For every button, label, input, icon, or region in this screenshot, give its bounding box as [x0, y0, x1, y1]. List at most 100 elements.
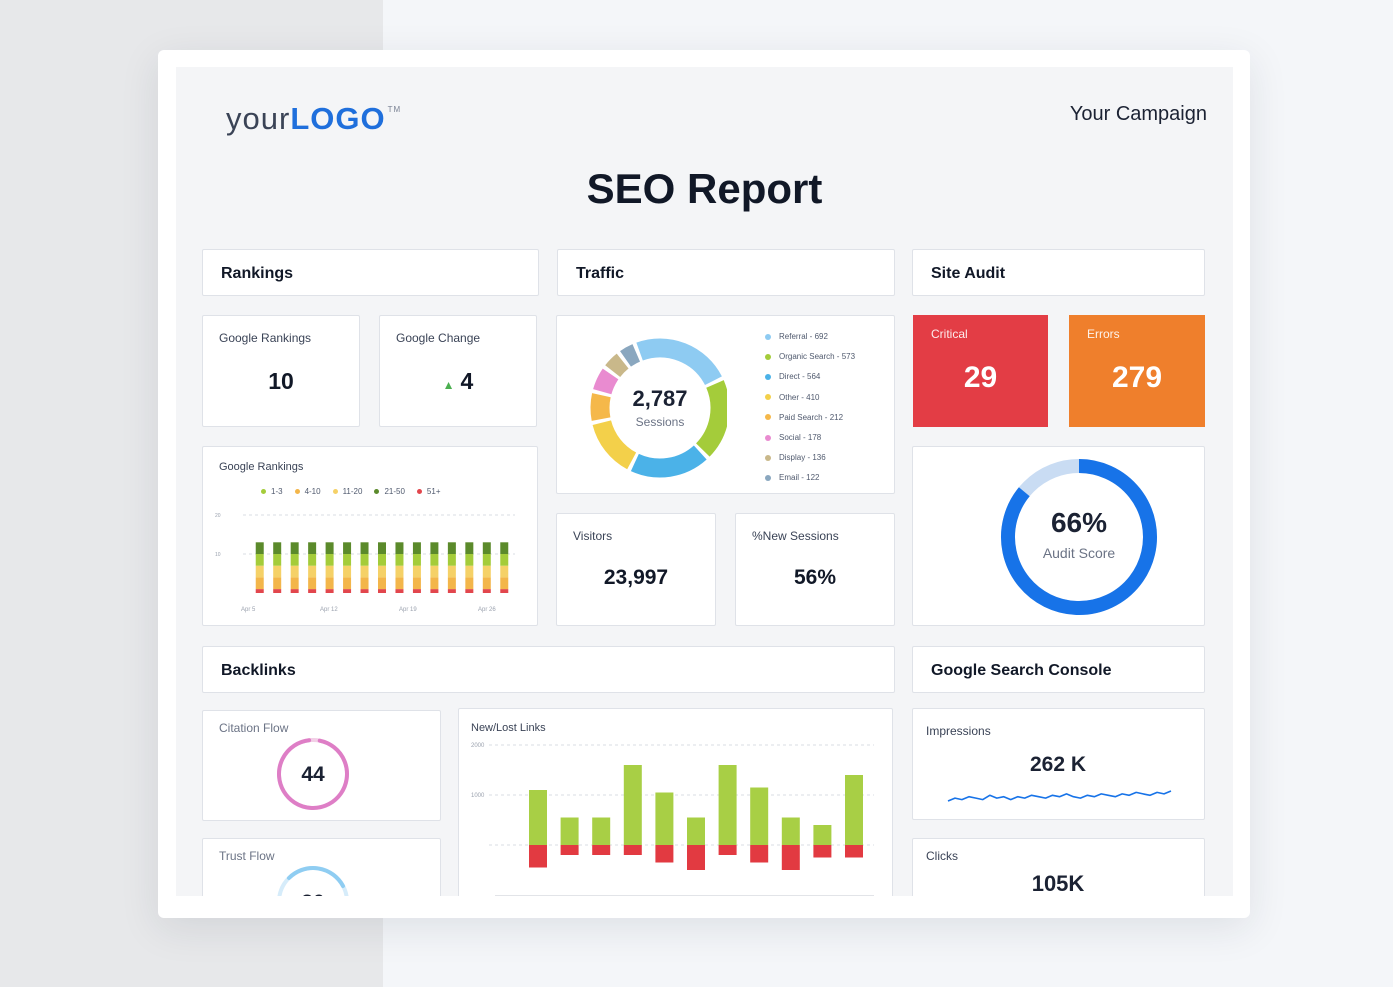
- x-tick-label: Apr 5: [241, 607, 256, 613]
- rankings-bar-segment: [325, 565, 334, 578]
- new-links-bar: [718, 765, 737, 845]
- rankings-bar-segment: [465, 542, 474, 554]
- rankings-bar-segment: [273, 542, 282, 554]
- audit-ring-fill: [1001, 459, 1157, 615]
- rankings-bar-segment: [412, 542, 421, 554]
- traffic-legend-item: Direct - 564: [765, 372, 820, 381]
- clicks-value: 105K: [1031, 871, 1085, 896]
- rankings-bar-segment: [500, 589, 509, 593]
- rankings-bar-segment: [273, 565, 282, 578]
- rankings-bar-segment: [325, 542, 334, 554]
- rankings-bar-segment: [395, 542, 404, 554]
- rankings-bar-segment: [308, 565, 317, 578]
- legend-dot-icon: [765, 373, 771, 380]
- rankings-bar-segment: [273, 577, 282, 590]
- rankings-bar-segment: [378, 542, 386, 554]
- citation-flow-ring: [277, 738, 349, 810]
- legend-label: 1-3: [271, 487, 283, 496]
- trust-flow-ring: [277, 866, 349, 896]
- lost-links-bar: [813, 845, 832, 858]
- rankings-bar-segment: [430, 554, 439, 566]
- rankings-bar-segment: [465, 577, 474, 590]
- triangle-up-icon: ▲: [442, 378, 455, 392]
- donut-slice: [630, 445, 707, 478]
- donut-slice: [695, 380, 727, 457]
- rankings-legend-item: 11-20: [332, 487, 362, 496]
- legend-dot-icon: [765, 333, 771, 340]
- rankings-bar-segment: [308, 589, 317, 593]
- rankings-bar-segment: [290, 589, 299, 593]
- legend-dot-icon: [416, 489, 422, 494]
- legend-label: Email - 122: [779, 473, 820, 483]
- errors-value: 279: [1111, 361, 1163, 394]
- lost-links-bar: [750, 845, 769, 863]
- visitors-card: Visitors 23,997: [556, 513, 716, 626]
- rankings-bar-segment: [412, 589, 421, 593]
- rankings-bar-segment: [378, 577, 386, 590]
- rankings-bar-segment: [500, 577, 509, 590]
- legend-label: 21-50: [384, 487, 405, 496]
- new-links-bar: [592, 817, 611, 845]
- rankings-legend-item: 51+: [416, 487, 441, 496]
- legend-label: 4-10: [304, 487, 321, 496]
- new-lost-links-card: New/Lost Links 2000 1000: [458, 708, 893, 896]
- lost-links-bar: [687, 845, 705, 870]
- google-rankings-value: 10: [268, 368, 294, 394]
- rankings-bar-segment: [482, 554, 491, 566]
- y-tick-label: 10: [215, 552, 221, 558]
- legend-label: Display - 136: [779, 453, 826, 463]
- rankings-bar-segment: [343, 554, 352, 566]
- legend-dot-icon: [261, 489, 266, 494]
- x-tick-label: Apr 26: [478, 607, 496, 613]
- rankings-legend-item: 21-50: [374, 487, 405, 496]
- new-lost-links-chart: 2000 1000: [471, 743, 874, 896]
- traffic-legend-item: Organic Search - 573: [765, 352, 855, 361]
- rankings-bar-segment: [500, 542, 509, 554]
- rankings-bar-segment: [343, 577, 352, 590]
- legend-label: Organic Search - 573: [779, 352, 856, 362]
- audit-score-card: 66% Audit Score: [912, 446, 1205, 626]
- rankings-bar-segment: [378, 554, 386, 566]
- errors-tile: Errors 279: [1069, 315, 1205, 427]
- lost-links-bar: [560, 845, 579, 855]
- new-links-bar: [845, 775, 863, 845]
- sessions-label: Sessions: [635, 415, 685, 429]
- new-links-bar: [623, 765, 642, 845]
- logo: yourLOGO TM: [226, 101, 402, 136]
- search-console-header: Google Search Console: [912, 646, 1205, 693]
- rankings-bar-segment: [360, 577, 369, 590]
- rankings-bar-segment: [447, 589, 456, 593]
- donut-slice: [592, 419, 637, 470]
- donut-slice: [590, 393, 611, 421]
- rankings-legend-item: 4-10: [294, 487, 321, 496]
- rankings-bar-segment: [308, 542, 317, 554]
- new-links-bar: [781, 817, 800, 845]
- traffic-legend-item: Email - 122: [765, 473, 819, 482]
- rankings-bar-segment: [500, 565, 509, 578]
- rankings-bar-segment: [325, 554, 334, 566]
- rankings-bar-segment: [482, 565, 491, 578]
- rankings-bar-segment: [343, 565, 352, 578]
- x-tick-label: Apr 12: [320, 607, 338, 613]
- audit-score-value: 66%: [1050, 507, 1108, 538]
- rankings-bar-segment: [430, 542, 439, 554]
- new-links-bar: [655, 792, 674, 845]
- rankings-bar-segment: [290, 554, 299, 566]
- legend-dot-icon: [332, 489, 338, 494]
- legend-dot-icon: [765, 474, 771, 481]
- rankings-bar-segment: [447, 577, 456, 590]
- rankings-legend-item: 1-3: [261, 487, 283, 496]
- rankings-bar-segment: [255, 565, 264, 578]
- rankings-bar-segment: [255, 554, 264, 566]
- sessions-value: 2,787: [632, 386, 688, 411]
- traffic-header: Traffic: [557, 249, 895, 296]
- donut-slice: [620, 344, 641, 367]
- rankings-bar-segment: [343, 589, 352, 593]
- rankings-bar-segment: [378, 565, 386, 578]
- rankings-header: Rankings: [202, 249, 539, 296]
- rankings-bar-segment: [255, 542, 264, 554]
- rankings-bar-segment: [308, 554, 317, 566]
- rankings-bar-segment: [395, 589, 404, 593]
- rankings-bar-segment: [465, 554, 474, 566]
- legend-label: Paid Search - 212: [779, 412, 844, 422]
